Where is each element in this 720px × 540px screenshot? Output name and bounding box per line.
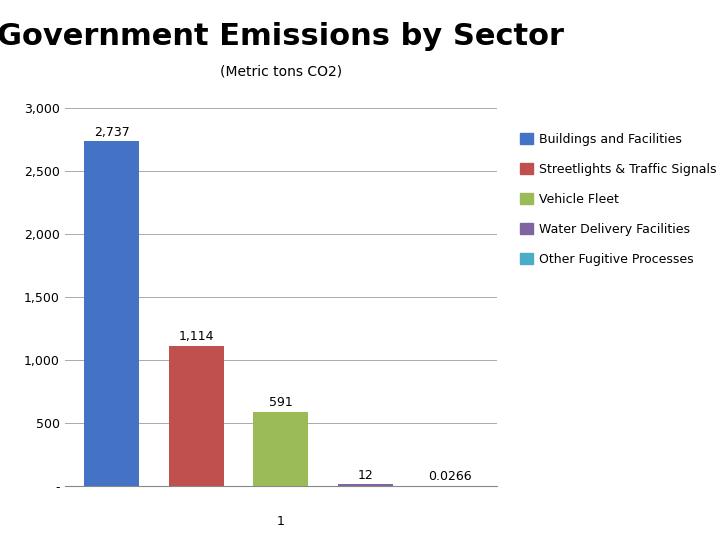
Bar <box>338 484 392 486</box>
Text: 0.0266: 0.0266 <box>428 470 472 483</box>
Text: (Metric tons CO2): (Metric tons CO2) <box>220 65 342 79</box>
Text: 2,737: 2,737 <box>94 126 130 139</box>
Bar <box>84 141 140 486</box>
Legend: Buildings and Facilities, Streetlights & Traffic Signals, Vehicle Fleet, Water D: Buildings and Facilities, Streetlights &… <box>521 133 716 266</box>
Bar <box>169 346 224 486</box>
Bar <box>253 411 308 486</box>
Text: 12: 12 <box>357 469 373 482</box>
Text: 1: 1 <box>277 515 284 528</box>
Text: 591: 591 <box>269 396 292 409</box>
Text: Government Emissions by Sector: Government Emissions by Sector <box>0 22 564 51</box>
Text: 1,114: 1,114 <box>179 330 214 343</box>
